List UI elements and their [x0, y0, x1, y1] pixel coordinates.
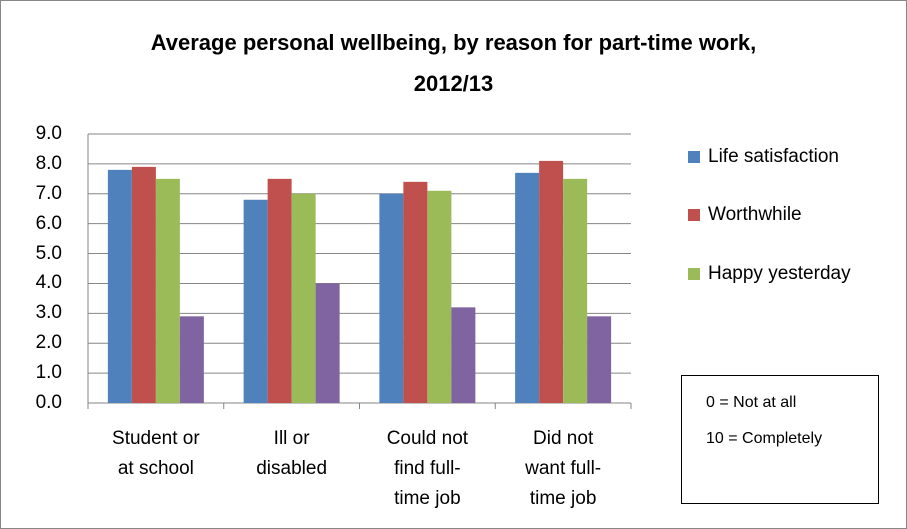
- bar: [379, 193, 404, 403]
- bar: [563, 178, 588, 403]
- legend-label: Happy yesterday: [708, 263, 851, 284]
- bar: [243, 199, 268, 403]
- bar: [179, 316, 204, 403]
- bar: [107, 169, 132, 403]
- bar: [403, 181, 428, 403]
- bar: [539, 160, 564, 403]
- legend-swatch: [688, 151, 700, 163]
- legend-item: Worthwhile: [688, 204, 802, 226]
- scale-note-min: 0 = Not at all: [706, 394, 797, 411]
- bar: [515, 172, 540, 403]
- legend-label: Life satisfaction: [708, 146, 839, 167]
- x-category-label: Ill or disabled: [256, 428, 328, 479]
- legend-item: Happy yesterday: [688, 263, 851, 285]
- chart-title-line-2: 2012/13: [413, 71, 494, 96]
- y-tick-label: 7.0: [35, 182, 62, 204]
- legend-label: Worthwhile: [708, 204, 802, 225]
- scale-note-max: 10 = Completely: [706, 430, 823, 447]
- bar: [587, 316, 612, 403]
- bar: [267, 178, 292, 403]
- chart-title-line-1: Average personal wellbeing, by reason fo…: [150, 30, 757, 55]
- x-category-label: Student or at school: [112, 428, 200, 479]
- y-tick-label: 8.0: [35, 152, 62, 174]
- y-tick-label: 2.0: [35, 332, 62, 354]
- legend-swatch: [688, 268, 700, 280]
- y-tick-label: 5.0: [35, 242, 62, 264]
- bar: [427, 190, 452, 403]
- bar: [131, 166, 156, 403]
- bar: [291, 193, 316, 403]
- bar: [155, 178, 180, 403]
- bar: [451, 307, 476, 403]
- x-category-label: Could not find full- time job: [386, 428, 469, 509]
- y-tick-label: 3.0: [35, 302, 62, 324]
- y-tick-label: 0.0: [35, 392, 62, 413]
- legend-swatch: [688, 209, 700, 221]
- x-category-label: Did not want full- time job: [525, 428, 602, 509]
- y-tick-label: 4.0: [35, 272, 62, 294]
- y-tick-label: 1.0: [35, 362, 62, 384]
- bar: [315, 283, 340, 403]
- y-tick-label: 9.0: [35, 123, 62, 144]
- legend-item: Life satisfaction: [688, 146, 839, 168]
- y-tick-label: 6.0: [35, 212, 62, 234]
- scale-note-box: 0 = Not at all 10 = Completely: [681, 375, 879, 504]
